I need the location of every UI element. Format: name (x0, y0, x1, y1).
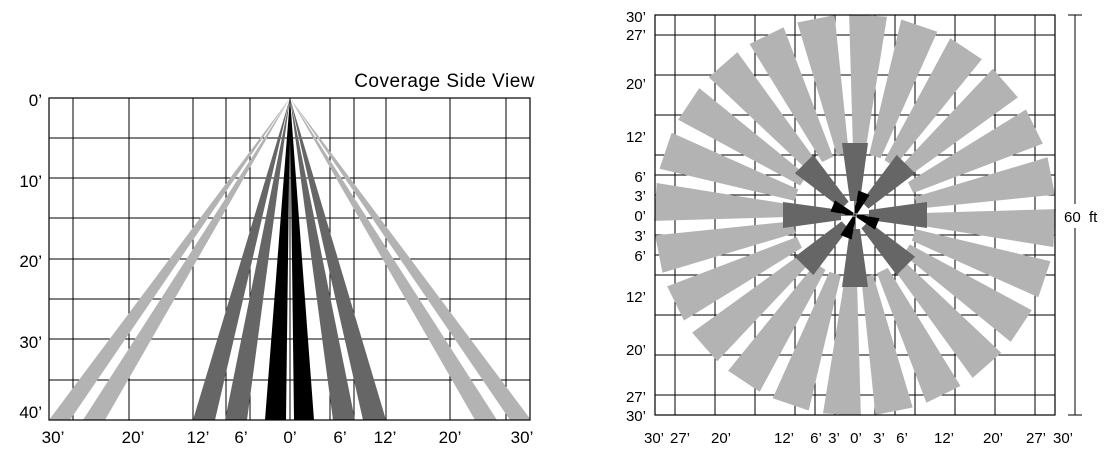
side-beam-inner (290, 98, 314, 420)
top-beam-outer (897, 68, 1018, 179)
top-beam-outer (891, 257, 1002, 378)
top-left-label-12a: 12’ (626, 129, 646, 146)
side-beam-middle (290, 98, 386, 420)
top-beam-outer (655, 221, 796, 273)
side-view-panel: Coverage Side View 0’ 10’ 20’ 30’ 40’ 30… (19, 71, 535, 447)
top-beam-outer (659, 132, 799, 201)
side-beam-outer (290, 98, 531, 420)
top-beam-middle (842, 143, 868, 201)
top-left-label-20b: 20’ (626, 342, 646, 359)
side-x-label-l30: 30’ (42, 428, 65, 447)
side-y-label-30: 30’ (19, 333, 42, 352)
top-view-frame (654, 14, 1056, 416)
top-beam-middle (783, 202, 841, 228)
top-beam-inner (854, 190, 870, 214)
side-y-label-20: 20’ (19, 252, 42, 271)
side-beam-outer (49, 98, 290, 420)
top-left-label-30a: 30’ (626, 9, 646, 26)
side-view-frame (48, 97, 531, 421)
top-bottom-label-l27: 27’ (670, 430, 690, 447)
side-x-label-r12: 12’ (374, 428, 397, 447)
top-left-label-3a: 3’ (634, 188, 646, 205)
side-x-label-l6: 6’ (234, 428, 247, 447)
side-x-label-r20: 20’ (439, 428, 462, 447)
top-left-label-27a: 27’ (626, 27, 646, 44)
top-beam-middle (794, 154, 849, 209)
top-bottom-label-r3: 3’ (873, 430, 885, 447)
top-beam-middle (861, 154, 916, 209)
top-beam-inner (856, 214, 880, 230)
top-beam-outer (849, 14, 887, 154)
top-bottom-label-0: 0’ (850, 430, 862, 447)
top-beam-outer (797, 15, 849, 156)
side-x-label-0: 0’ (283, 428, 296, 447)
side-view-beams (49, 98, 531, 420)
top-beam-outer (903, 244, 1032, 342)
side-y-label-40: 40’ (19, 403, 42, 422)
side-x-label-l12: 12’ (187, 428, 210, 447)
top-beam-outer (861, 274, 913, 415)
top-left-label-0: 0’ (634, 208, 646, 225)
dimension-label-bg (1060, 204, 1109, 228)
side-y-label-10: 10’ (19, 172, 42, 191)
side-view-title: Coverage Side View (354, 71, 535, 92)
top-beam-outer (654, 183, 794, 221)
top-left-label-20a: 20’ (626, 76, 646, 93)
top-view-panel: 30’ 27’ 20’ 12’ 6’ 3’ 0’ 3’ 6’ 12’ 20’ 2… (626, 9, 1109, 447)
top-beam-outer (823, 276, 861, 416)
side-beam-inner (265, 98, 290, 420)
side-x-label-l20: 20’ (122, 428, 145, 447)
top-beam-inner (830, 200, 854, 216)
top-beam-inner (840, 216, 856, 240)
top-bottom-label-l3: 3’ (828, 430, 840, 447)
top-beam-middle (861, 221, 916, 276)
top-bottom-label-l6: 6’ (810, 430, 822, 447)
top-beam-outer (916, 209, 1056, 247)
top-left-label-30b: 30’ (626, 408, 646, 425)
top-bottom-label-l20: 20’ (711, 430, 731, 447)
top-beam-outer (749, 27, 833, 163)
side-beam-outer (290, 98, 497, 420)
top-left-label-3b: 3’ (634, 228, 646, 245)
top-bottom-label-r20: 20’ (983, 430, 1003, 447)
top-left-label-27b: 27’ (626, 389, 646, 406)
top-beam-outer (667, 237, 802, 321)
top-beam-outer (708, 52, 819, 173)
top-beam-outer (772, 271, 841, 411)
dimension-label: 60 ft (1064, 209, 1098, 226)
top-beam-outer (678, 88, 807, 186)
side-beam-middle (193, 98, 290, 420)
top-bottom-label-r6: 6’ (896, 430, 908, 447)
side-x-label-r6: 6’ (333, 428, 346, 447)
top-view-beams (654, 14, 1056, 416)
top-bottom-label-r12: 12’ (934, 430, 954, 447)
top-beam-middle (869, 202, 927, 228)
side-beam-middle (290, 98, 355, 420)
top-beam-outer (728, 263, 826, 392)
top-left-label-12b: 12’ (626, 289, 646, 306)
top-beam-outer (911, 229, 1051, 298)
top-beam-middle (794, 221, 849, 276)
side-view-grid (49, 98, 530, 420)
top-bottom-label-l30: 30’ (644, 430, 664, 447)
top-beam-outer (914, 157, 1055, 209)
top-left-label-6b: 6’ (634, 248, 646, 265)
top-beam-outer (908, 109, 1043, 193)
top-left-label-6a: 6’ (634, 169, 646, 186)
top-bottom-label-l12: 12’ (774, 430, 794, 447)
top-bottom-label-r30: 30’ (1053, 430, 1073, 447)
side-beam-outer (83, 98, 290, 420)
top-bottom-label-r27: 27’ (1026, 430, 1046, 447)
top-beam-outer (884, 38, 982, 167)
side-y-label-0: 0’ (29, 91, 42, 110)
top-beam-outer (869, 19, 938, 159)
top-beam-outer (692, 251, 813, 362)
side-beam-middle (225, 98, 290, 420)
top-beam-outer (877, 268, 961, 403)
side-x-label-r30: 30’ (511, 428, 534, 447)
top-beam-middle (842, 229, 868, 287)
